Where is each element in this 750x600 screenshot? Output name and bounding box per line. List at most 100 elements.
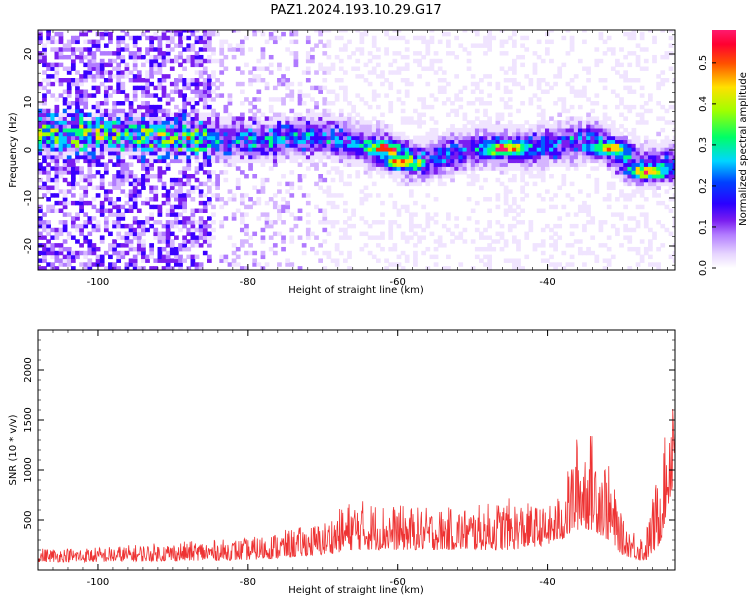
heatmap-cell (610, 131, 616, 137)
heatmap-cell (528, 220, 534, 225)
heatmap-cell (602, 127, 608, 133)
heatmap-cell (334, 154, 340, 160)
heatmap-cell (338, 108, 344, 114)
heatmap-cell (380, 235, 385, 240)
heatmap-cell (277, 135, 282, 141)
heatmap-cell (256, 131, 262, 137)
heatmap-cell (602, 154, 608, 160)
heatmap-cell (487, 150, 492, 156)
heatmap-cell (367, 127, 373, 133)
heatmap-cell (326, 66, 332, 71)
heatmap-cell (408, 120, 414, 125)
heatmap-cell (87, 170, 93, 175)
heatmap-cell (322, 266, 328, 270)
heatmap-cell (190, 220, 196, 225)
heatmap-cell (186, 227, 192, 233)
heatmap-cell (495, 166, 501, 171)
heatmap-cell (441, 243, 447, 248)
heatmap-cell (132, 66, 138, 71)
heatmap-cell (367, 131, 373, 137)
heatmap-cell (384, 124, 389, 129)
heatmap-cell (206, 89, 212, 94)
heatmap-cell (215, 147, 220, 152)
heatmap-cell (38, 54, 43, 60)
heatmap-cell (108, 51, 113, 56)
heatmap-cell (351, 124, 356, 129)
heatmap-cell (404, 239, 410, 244)
heatmap-cell (553, 150, 558, 156)
heatmap-cell (248, 250, 253, 256)
heatmap-cell (347, 120, 352, 125)
heatmap-cell (462, 47, 468, 52)
heatmap-cell (149, 108, 155, 114)
heatmap-cell (557, 262, 563, 267)
heatmap-cell (145, 127, 150, 133)
heatmap-cell (165, 139, 171, 144)
heatmap-cell (231, 158, 237, 164)
heatmap-cell (375, 154, 381, 160)
heatmap-cell (108, 181, 113, 187)
heatmap-cell (124, 208, 130, 213)
heatmap-cell (347, 116, 352, 121)
heatmap-cell (194, 135, 200, 141)
heatmap-cell (50, 204, 56, 210)
heatmap-cell (318, 120, 323, 125)
heatmap-cell (182, 193, 187, 198)
heatmap-cell (577, 208, 583, 213)
heatmap-cell (441, 150, 447, 156)
heatmap-cell (479, 185, 484, 190)
heatmap-cell (62, 158, 68, 164)
heatmap-cell (120, 58, 126, 64)
heatmap-cell (83, 124, 89, 129)
heatmap-cell (371, 89, 377, 94)
heatmap-cell (136, 35, 142, 41)
heatmap-cell (95, 170, 101, 175)
heatmap-cell (305, 112, 311, 117)
heatmap-cell (244, 154, 249, 160)
heatmap-cell (615, 127, 620, 133)
heatmap-cell (79, 101, 84, 106)
heatmap-cell (198, 216, 204, 221)
heatmap-cell (305, 58, 311, 64)
heatmap-cell (38, 150, 43, 156)
heatmap-cell (343, 30, 348, 33)
heatmap-cell (429, 154, 435, 160)
heatmap-cell (132, 154, 138, 160)
heatmap-cell (70, 158, 76, 164)
heatmap-cell (643, 154, 649, 160)
heatmap-cell (202, 170, 208, 175)
heatmap-cell (50, 93, 56, 98)
heatmap-cell (314, 112, 319, 117)
heatmap-cell (520, 197, 525, 202)
heatmap-cell (450, 135, 455, 141)
heatmap-cell (623, 166, 629, 171)
heatmap-cell (215, 124, 220, 129)
heatmap-cell (215, 78, 220, 83)
heatmap-cell (281, 127, 286, 133)
heatmap-cell (524, 162, 530, 167)
heatmap-cell (516, 158, 521, 164)
heatmap-cell (553, 262, 558, 267)
heatmap-cell (174, 135, 179, 141)
heatmap-cell (417, 174, 422, 179)
heatmap-cell (190, 31, 196, 37)
heatmap-cell (153, 116, 159, 121)
heatmap-cell (70, 101, 76, 106)
heatmap-cell (338, 250, 344, 256)
heatmap-cell (590, 147, 596, 152)
heatmap-cell (392, 262, 398, 267)
heatmap-cell (487, 31, 492, 37)
heatmap-cell (46, 177, 51, 183)
heatmap-cell (334, 54, 340, 60)
colorbar-tick-label: 0.1 (698, 219, 709, 235)
heatmap-cell (610, 254, 616, 260)
heatmap-cell (91, 197, 97, 202)
heatmap-cell (664, 120, 670, 125)
heatmap-cell (392, 139, 398, 144)
heatmap-cell (668, 177, 674, 183)
heatmap-cell (544, 143, 550, 148)
heatmap-cell (202, 231, 208, 237)
heatmap-cell (565, 127, 571, 133)
heatmap-cell (425, 39, 431, 45)
heatmap-cell (70, 66, 76, 71)
